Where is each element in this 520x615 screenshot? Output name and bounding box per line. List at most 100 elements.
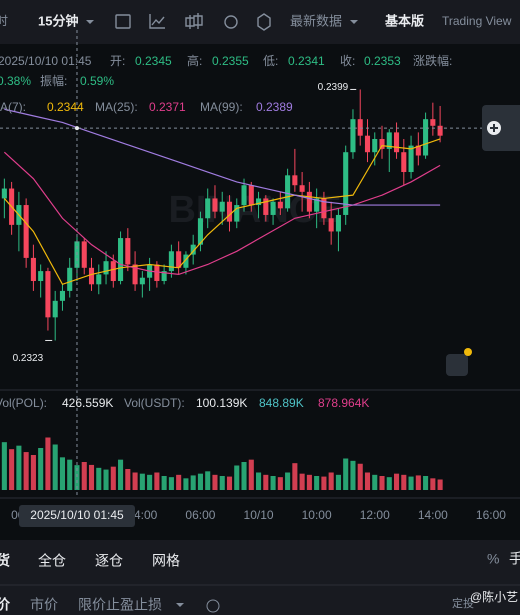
- candle-body: [430, 119, 436, 126]
- candle-body: [263, 198, 269, 215]
- dropdown-arrow: [86, 20, 94, 24]
- tab-time[interactable]: 时: [0, 14, 8, 28]
- info-icon[interactable]: [206, 599, 220, 613]
- volume-bar: [205, 471, 211, 490]
- ma-value: 0.2389: [256, 100, 293, 114]
- volume-bar: [437, 479, 443, 490]
- candle-body: [386, 132, 392, 149]
- ma-value: 0.2344: [47, 100, 84, 114]
- volume-bar: [139, 473, 145, 490]
- candle-body: [81, 241, 87, 268]
- toolbar: [0, 0, 520, 44]
- candle-body: [212, 198, 218, 212]
- volume-bar: [23, 452, 29, 490]
- volume-bar: [74, 465, 80, 490]
- candle-body: [38, 271, 44, 282]
- volume-bar: [183, 478, 189, 490]
- volume-bar: [372, 474, 378, 490]
- volume-bar: [125, 469, 131, 490]
- tradingview[interactable]: Trading View: [442, 14, 512, 28]
- candle-body: [168, 251, 174, 272]
- candle-body: [197, 218, 203, 245]
- low-label: 低:: [263, 54, 278, 68]
- candle-body: [350, 119, 356, 153]
- candle-body: [23, 205, 29, 258]
- candle-body: [234, 205, 240, 222]
- interval[interactable]: 15分钟: [38, 13, 78, 28]
- candle-body: [110, 261, 116, 282]
- x-tick-label: 06:00: [185, 508, 215, 522]
- x-tick-label: 16:00: [476, 508, 506, 522]
- volume-bar: [423, 476, 429, 490]
- volume-bar: [393, 473, 400, 490]
- volume-bar: [16, 445, 22, 490]
- volume-bar: [306, 474, 312, 490]
- candle-body: [248, 185, 254, 206]
- volume-bar: [88, 464, 95, 490]
- order-type[interactable]: 市价: [30, 597, 58, 613]
- hand[interactable]: 手: [509, 551, 520, 567]
- tool-icons[interactable]: [115, 13, 271, 31]
- order-type[interactable]: 限价止盈止损: [78, 597, 162, 613]
- volume-bar: [350, 460, 356, 490]
- open-value: 0.2345: [135, 54, 172, 68]
- volume-bar: [59, 457, 65, 490]
- candle-body: [277, 201, 283, 209]
- volume-bar: [379, 476, 385, 490]
- ma-line: [3, 138, 441, 286]
- volume-bar: [277, 477, 283, 490]
- basic-view[interactable]: 基本版: [384, 13, 424, 28]
- volume-bar: [118, 459, 124, 490]
- x-tick-label: 14:00: [418, 508, 448, 522]
- tab[interactable]: 网格: [152, 553, 180, 569]
- candle-body: [256, 198, 262, 206]
- vol-label: Vol(POL):: [0, 396, 47, 410]
- amplitude-value: 0.59%: [80, 74, 114, 88]
- candle-body: [176, 251, 182, 268]
- candle-body: [437, 125, 443, 136]
- tab[interactable]: 全仓: [38, 553, 66, 569]
- candle-body: [314, 198, 320, 212]
- candle-body: [306, 191, 312, 212]
- event-icon[interactable]: [446, 354, 468, 376]
- candle-body: [357, 119, 363, 136]
- vol-ma-value: 848.89K: [259, 396, 304, 410]
- extra[interactable]: 定投: [452, 596, 474, 610]
- ma-value: 0.2371: [149, 100, 186, 114]
- vol-ma-value: 878.964K: [318, 396, 369, 410]
- order-type[interactable]: 价: [0, 597, 11, 613]
- volume-bar: [357, 463, 363, 490]
- candle-body: [393, 132, 400, 153]
- open-label: 开:: [110, 54, 125, 68]
- candle-body: [45, 271, 51, 318]
- crosshair-time-box: [18, 505, 135, 527]
- candle-body: [285, 175, 291, 209]
- close-value: 0.2353: [364, 54, 401, 68]
- volume-bar: [154, 472, 160, 490]
- volume-bar: [299, 473, 305, 490]
- volume-bar: [52, 444, 58, 490]
- latest-data[interactable]: 最新数据: [290, 13, 342, 28]
- volume-bar: [343, 458, 349, 490]
- candle-body: [423, 119, 429, 156]
- volume-bar: [248, 459, 254, 490]
- candle-body: [125, 238, 131, 265]
- percent[interactable]: %: [487, 551, 499, 567]
- close-label: 收:: [340, 54, 355, 68]
- volume-bar: [234, 465, 240, 490]
- tab[interactable]: 货: [0, 553, 10, 569]
- volume-bar: [176, 474, 182, 490]
- candle-body: [154, 264, 160, 282]
- candle-body: [205, 198, 211, 219]
- user-watermark: @陈小艺: [470, 589, 518, 604]
- candle-body: [415, 145, 421, 156]
- tab[interactable]: 逐仓: [95, 553, 123, 569]
- volume-bar: [219, 476, 225, 490]
- high-label: 高:: [187, 53, 202, 68]
- volume-bar: [314, 476, 320, 490]
- add-button[interactable]: [482, 105, 520, 151]
- volume-bar: [270, 476, 276, 490]
- high-label: 0.2399: [318, 82, 349, 93]
- volume-bar: [38, 448, 44, 490]
